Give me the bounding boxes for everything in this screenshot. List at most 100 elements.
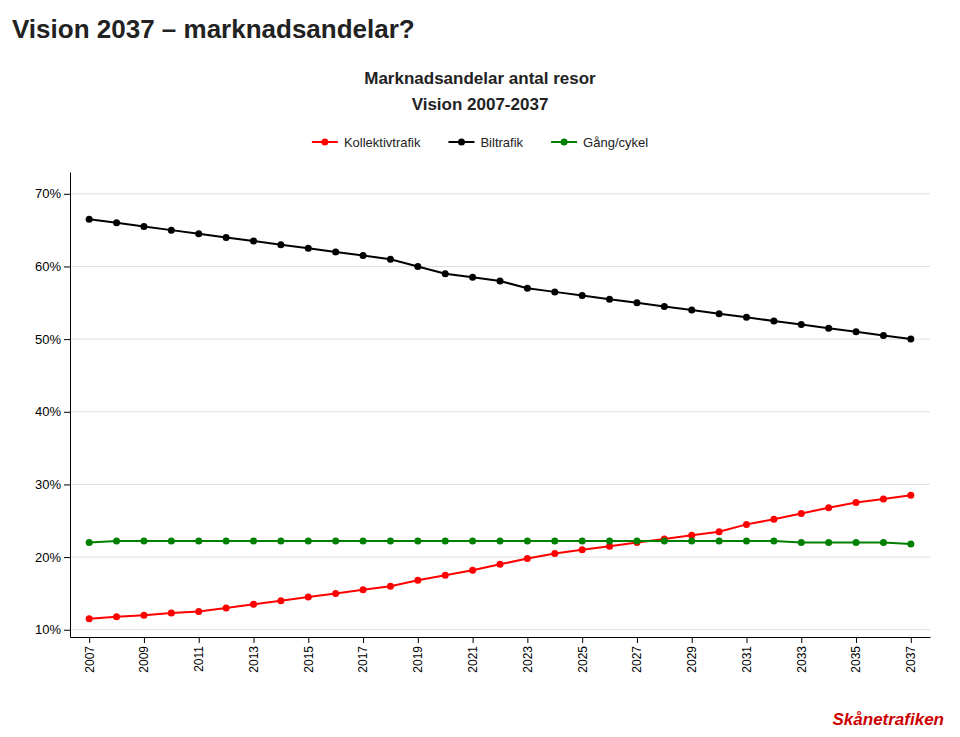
tick-mark (527, 637, 528, 643)
tick-mark (64, 194, 70, 195)
series-point (770, 516, 777, 523)
series-point (853, 499, 860, 506)
series-point (469, 274, 476, 281)
series-point (579, 292, 586, 299)
series-point (113, 538, 120, 545)
x-tick: 2015 (302, 637, 316, 673)
series-point (661, 303, 668, 310)
series-point (113, 219, 120, 226)
series-point (223, 234, 230, 241)
tick-mark (692, 637, 693, 643)
series-point (195, 230, 202, 237)
x-tick: 2023 (521, 637, 535, 673)
series-point (716, 528, 723, 535)
x-tick: 2013 (247, 637, 261, 673)
tick-mark (363, 637, 364, 643)
series-point (250, 538, 257, 545)
legend-item: Kollektivtrafik (312, 135, 421, 150)
x-tick: 2025 (576, 637, 590, 673)
series-point (825, 325, 832, 332)
series-point (442, 538, 449, 545)
x-tick: 2011 (192, 637, 206, 672)
series-point (113, 613, 120, 620)
tick-mark (582, 637, 583, 643)
series-point (86, 615, 93, 622)
series-point (140, 612, 147, 619)
series-point (524, 538, 531, 545)
tick-label: 2023 (521, 646, 535, 673)
series-point (606, 296, 613, 303)
series-point (223, 538, 230, 545)
tick-mark (254, 637, 255, 643)
y-tick: 10% (35, 622, 70, 637)
tick-mark (64, 484, 70, 485)
series-point (387, 256, 394, 263)
series-point (688, 538, 695, 545)
x-tick: 2037 (904, 637, 918, 673)
legend-swatch-marker (458, 139, 465, 146)
series-point (579, 538, 586, 545)
series-point (633, 538, 640, 545)
series-point (387, 538, 394, 545)
annotation: Skånetrafiken (833, 710, 945, 729)
series-point (277, 597, 284, 604)
title: Vision 2037 – marknadsandelar? (12, 14, 415, 44)
series-point (497, 538, 504, 545)
series-point (743, 521, 750, 528)
series-point (469, 538, 476, 545)
tick-label: 2037 (904, 646, 918, 673)
x-tick: 2019 (411, 637, 425, 673)
tick-label: 2015 (302, 646, 316, 673)
series-point (661, 538, 668, 545)
x-tick: 2017 (356, 637, 370, 673)
legend: KollektivtrafikBiltrafikGång/cykel (312, 135, 648, 150)
x-tick: 2007 (83, 637, 97, 673)
series-point (798, 539, 805, 546)
y-tick: 20% (35, 550, 70, 565)
series-point (442, 572, 449, 579)
tick-label: 30% (35, 477, 61, 492)
x-tick: 2009 (137, 637, 151, 673)
series-point (442, 270, 449, 277)
y-tick: 30% (35, 477, 70, 492)
series-point (853, 328, 860, 335)
series-point (688, 307, 695, 314)
x-tick: 2021 (466, 637, 480, 673)
tick-label: 2029 (685, 646, 699, 673)
y-tick: 40% (35, 404, 70, 419)
series-point (332, 590, 339, 597)
y-tick: 70% (35, 186, 70, 201)
tick-label: 70% (35, 186, 61, 201)
tick-label: 2017 (356, 646, 370, 673)
series-point (524, 285, 531, 292)
y-tick: 60% (35, 259, 70, 274)
series-point (140, 223, 147, 230)
y-axis: 10%20%30%40%50%60%70% (35, 173, 71, 638)
tick-label: 2027 (630, 646, 644, 673)
series-point (497, 277, 504, 284)
series-point (195, 538, 202, 545)
tick-label: 2011 (192, 646, 206, 672)
grid-line (70, 629, 930, 630)
series-point (277, 241, 284, 248)
legend-item: Biltrafik (448, 135, 523, 150)
legend-label: Biltrafik (480, 135, 523, 150)
x-tick: 2035 (849, 637, 863, 673)
tick-mark (473, 637, 474, 643)
grid (70, 194, 930, 630)
series-point (825, 539, 832, 546)
grid-line (70, 339, 930, 340)
series-point (86, 539, 93, 546)
series-point (551, 538, 558, 545)
series-point (716, 538, 723, 545)
series-point (250, 238, 257, 245)
tick-label: 2019 (411, 646, 425, 673)
series-point (360, 538, 367, 545)
tick-mark (856, 637, 857, 643)
series-point (469, 567, 476, 574)
legend-swatch-marker (561, 139, 568, 146)
series-point (223, 604, 230, 611)
tick-label: 2025 (576, 646, 590, 673)
series-point (332, 538, 339, 545)
x-tick: 2027 (630, 637, 644, 673)
